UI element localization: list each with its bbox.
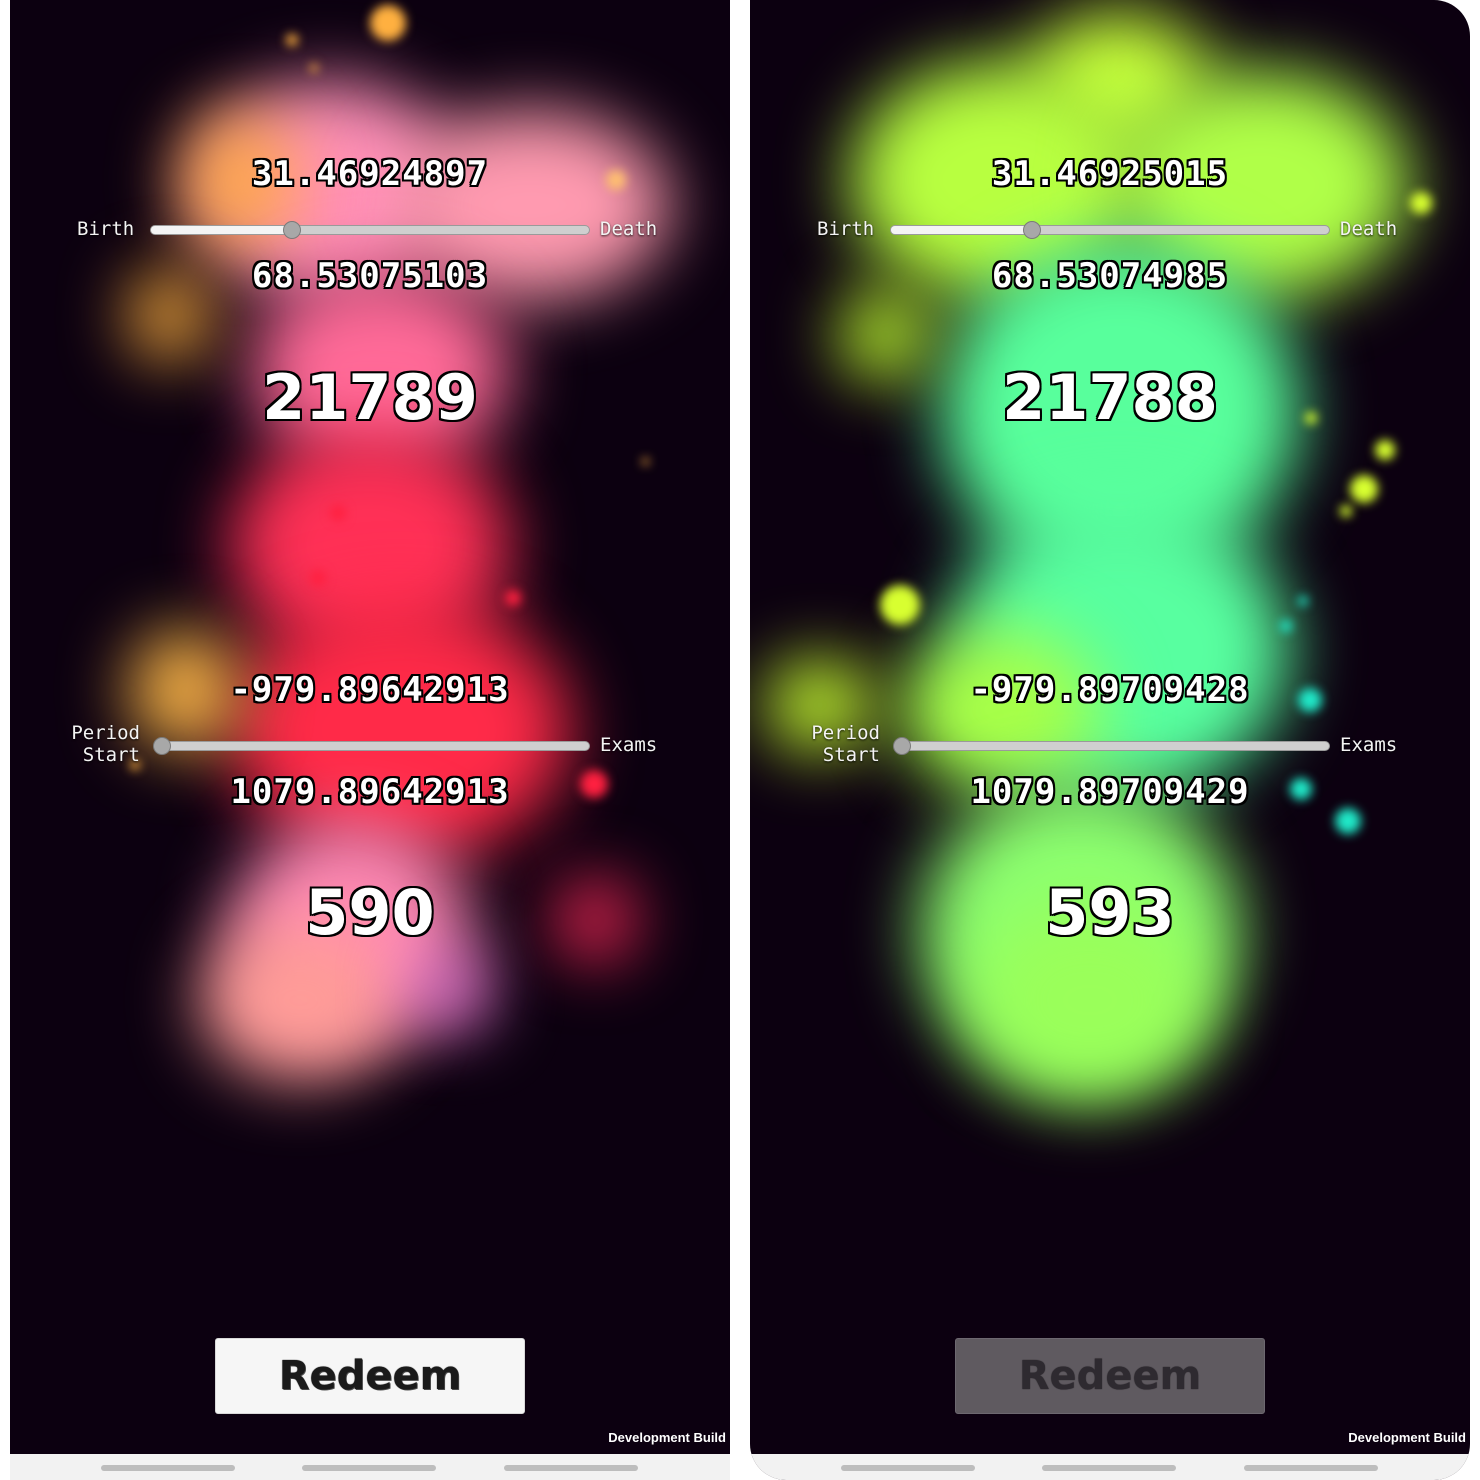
secondary-count: 590 [305,876,435,949]
nav-back-button[interactable] [1244,1465,1378,1471]
nav-recents-button[interactable] [841,1465,975,1471]
nav-home-button[interactable] [302,1465,436,1471]
redeem-button[interactable]: Redeem [955,1338,1265,1414]
nav-recents-button[interactable] [101,1465,235,1471]
redeem-button[interactable]: Redeem [215,1338,525,1414]
development-build-label: Development Build [1348,1430,1466,1445]
period-slider-thumb[interactable] [893,737,911,755]
period-slider[interactable] [893,737,1330,755]
birth-label: Birth [77,218,135,240]
birth-label: Birth [817,218,875,240]
period-slider-thumb[interactable] [153,737,171,755]
lifespan-slider[interactable] [890,221,1330,239]
period-label-line2: Start [82,744,140,766]
lifespan-slider-fill [151,226,292,234]
app-screen-right: 31.46925015 Birth Death 68.53074985 2178… [750,0,1470,1480]
period-start-label: Period Start [790,722,880,766]
period-high-value: 1079.89642913 [230,772,510,812]
nav-back-button[interactable] [504,1465,638,1471]
lifespan-start-value: 31.46924897 [251,154,489,194]
lifespan-end-value: 68.53074985 [991,256,1229,296]
period-start-label: Period Start [50,722,140,766]
period-label-line2: Start [822,744,880,766]
period-label-line1: Period [71,722,140,744]
period-low-value: -979.89709428 [970,670,1250,710]
app-screen-left: 31.46924897 Birth Death 68.53075103 2178… [10,0,730,1480]
exams-label: Exams [600,734,658,756]
primary-count: 21789 [262,361,478,434]
navigation-bar [10,1454,730,1480]
development-build-label: Development Build [608,1430,726,1445]
period-high-value: 1079.89709429 [970,772,1250,812]
secondary-count: 593 [1045,876,1175,949]
primary-count: 21788 [1002,361,1218,434]
period-low-value: -979.89642913 [230,670,510,710]
death-label: Death [1340,218,1398,240]
death-label: Death [600,218,658,240]
exams-label: Exams [1340,734,1398,756]
lifespan-start-value: 31.46925015 [991,154,1229,194]
lifespan-slider-thumb[interactable] [283,221,302,239]
navigation-bar [750,1454,1470,1480]
period-label-line1: Period [811,722,880,744]
nav-home-button[interactable] [1042,1465,1176,1471]
lifespan-slider-thumb[interactable] [1023,221,1042,239]
lifespan-slider-fill [891,226,1032,234]
lifespan-end-value: 68.53075103 [251,256,489,296]
lifespan-slider[interactable] [150,221,590,239]
period-slider[interactable] [153,737,590,755]
